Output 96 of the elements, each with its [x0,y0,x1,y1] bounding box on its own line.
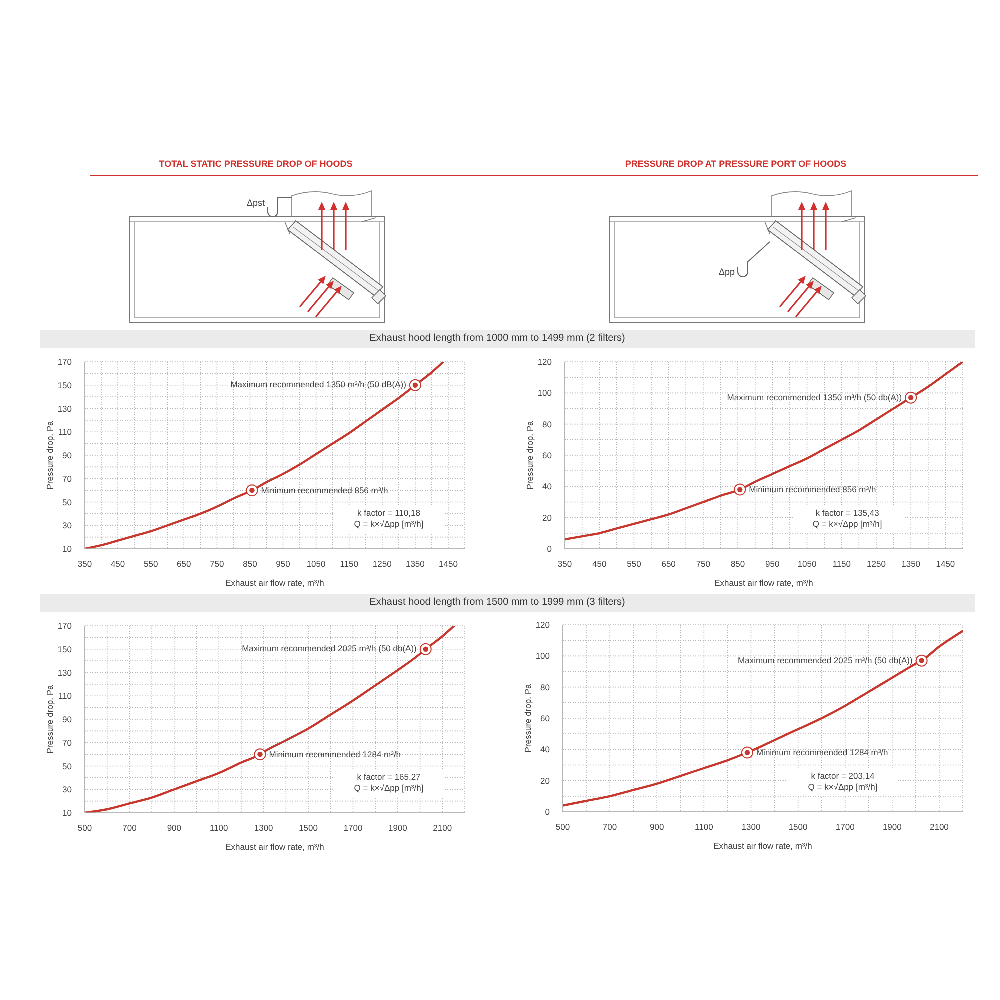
x-tick-label: 1350 [902,559,921,570]
x-tick-label: 1900 [388,823,408,834]
y-tick-label: 90 [62,714,72,725]
x-tick-label: 900 [650,822,664,832]
y-axis-title: Pressure drop, Pa [525,420,535,490]
y-tick-label: 50 [62,497,72,508]
x-tick-label: 1450 [439,559,458,570]
y-tick-label: 110 [58,691,72,702]
x-tick-label: 950 [766,559,780,570]
x-axis-title: Exhaust air flow rate, m³/h [226,578,325,588]
x-tick-label: 1500 [788,822,808,832]
y-tick-label: 120 [538,357,552,368]
x-tick-label: 700 [602,822,618,832]
y-axis-title: Pressure drop, Pa [45,684,55,754]
annotation: Maximum recommended 2025 m³/h (50 db(A)) [738,655,913,666]
x-tick-label: 1300 [742,822,761,832]
x-tick-label: 450 [110,559,126,570]
x-tick-label: 550 [144,559,158,570]
y-tick-label: 40 [542,482,552,492]
y-tick-label: 100 [536,651,550,662]
x-tick-label: 1050 [798,559,817,570]
y-tick-label: 30 [62,520,72,531]
y-axis-title: Pressure drop, Pa [523,684,533,753]
x-tick-label: 700 [122,823,138,834]
x-tick-label: 1150 [832,559,852,570]
y-tick-label: 130 [58,404,72,414]
annotation: Maximum recommended 1350 m³/h (50 db(A)) [727,392,902,404]
y-tick-label: 10 [62,544,72,554]
y-axis-title: Pressure drop, Pa [45,420,55,490]
y-tick-label: 20 [540,776,550,786]
x-tick-label: 350 [558,559,572,570]
x-tick-label: 1500 [299,823,318,834]
y-tick-label: 100 [538,388,552,398]
x-tick-label: 650 [662,559,676,570]
y-tick-label: 150 [58,644,72,654]
x-tick-label: 650 [177,559,192,570]
y-tick-label: 60 [542,450,552,461]
y-tick-label: 170 [58,357,72,368]
text: PRESSURE DROP AT PRESSURE PORT OF HOODS [624,159,848,169]
x-tick-label: 500 [78,823,92,834]
x-tick-label: 1100 [210,823,229,834]
x-axis-title: Exhaust air flow rate, m³/h [714,841,813,851]
x-tick-label: 750 [210,559,225,570]
annotation: Minimum recommended 856 m³/h [749,484,876,496]
y-tick-label: 40 [540,744,550,755]
x-tick-label: 850 [730,559,746,570]
y-tick-label: 90 [62,450,72,461]
x-tick-label: 1900 [882,822,902,832]
text: Exhaust hood length from 1000 mm to 1499 mm (2 filters) [370,333,626,344]
y-tick-label: 120 [536,620,550,630]
x-tick-label: 1350 [406,559,426,570]
x-axis-title: Exhaust air flow rate, m³/h [714,578,814,588]
y-tick-label: 70 [62,738,72,748]
x-tick-label: 1100 [695,822,714,832]
y-tick-label: 10 [62,808,72,818]
x-tick-label: 1450 [936,559,956,570]
text: Δpp [718,267,735,277]
y-tick-label: 60 [540,714,550,724]
x-tick-label: 1250 [372,559,392,570]
y-tick-label: 50 [62,761,72,772]
x-tick-label: 1050 [306,559,326,570]
annotation: Minimum recommended 1284 m³/h [756,747,888,758]
annotation: Maximum recommended 2025 m³/h (50 db(A)) [242,644,417,655]
x-axis-title: Exhaust air flow rate, m³/h [226,842,325,852]
x-tick-label: 550 [627,559,642,570]
x-tick-label: 900 [167,823,182,834]
y-tick-label: 150 [58,380,72,390]
y-tick-label: 30 [62,784,72,795]
annotation: Minimum recommended 1284 m³/h [269,749,402,760]
x-tick-label: 750 [696,559,711,570]
y-tick-label: 80 [540,682,550,692]
x-tick-label: 1250 [867,559,886,570]
annotation: Maximum recommended 1350 m³/h (50 dB(A)) [230,380,406,391]
x-tick-label: 350 [78,559,92,570]
y-tick-label: 0 [545,807,550,818]
y-tick-label: 170 [58,621,72,632]
y-tick-label: 0 [547,544,552,554]
y-tick-label: 80 [542,419,552,430]
text: Exhaust hood length from 1500 mm to 1999 mm (3 filters) [370,597,626,608]
text: TOTAL STATIC PRESSURE DROP OF HOODS [158,159,354,169]
x-tick-label: 1150 [340,559,359,570]
y-tick-label: 20 [542,512,552,523]
x-tick-label: 1700 [344,823,363,834]
y-tick-label: 70 [62,474,72,484]
x-tick-label: 850 [243,559,258,570]
y-tick-label: 130 [58,668,72,678]
y-tick-label: 110 [58,427,72,438]
x-tick-label: 2100 [433,823,452,834]
x-tick-label: 450 [592,559,607,570]
text: Δpst [246,198,266,208]
x-tick-label: 950 [276,559,291,570]
x-tick-label: 1300 [254,823,274,834]
x-tick-label: 2100 [930,822,950,832]
x-tick-label: 500 [556,822,570,832]
annotation: Minimum recommended 856 m³/h [261,485,388,496]
x-tick-label: 1700 [836,822,856,832]
